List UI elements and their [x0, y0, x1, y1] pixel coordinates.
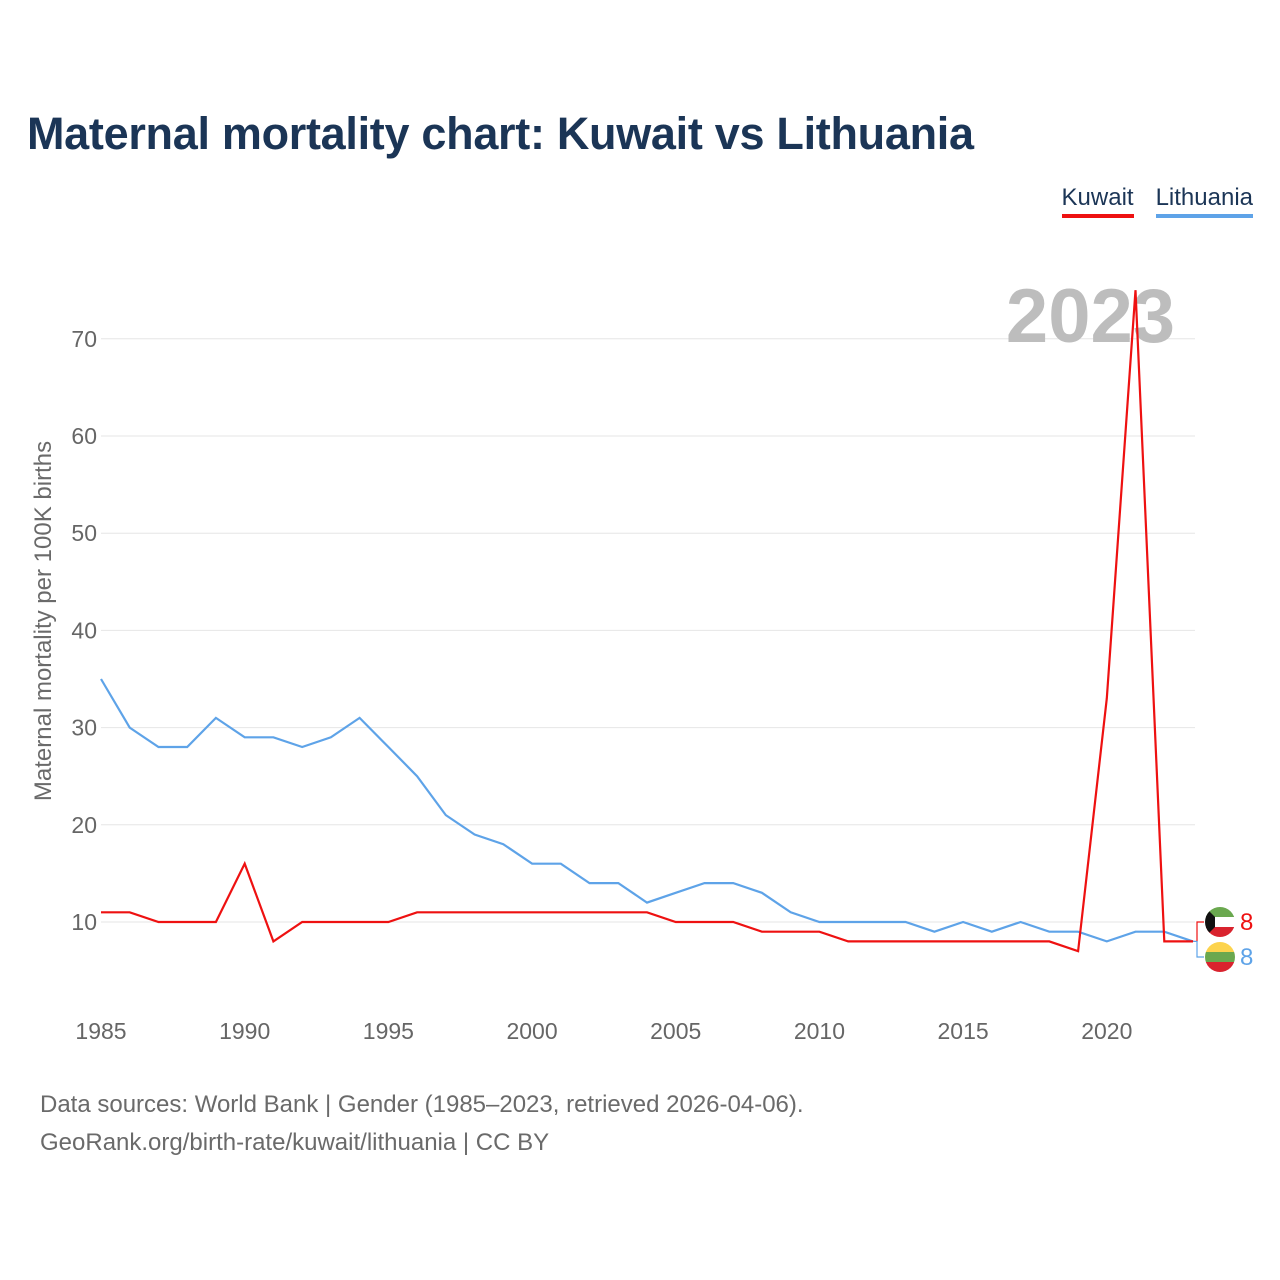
kuwait-flag-icon [1205, 907, 1235, 937]
x-tick-label: 2000 [506, 1018, 557, 1044]
y-tick-label: 70 [71, 326, 97, 352]
x-tick-label: 1995 [363, 1018, 414, 1044]
end-connector-kuwait [1193, 921, 1204, 943]
legend: Kuwait Lithuania [1061, 184, 1253, 218]
y-tick-label: 10 [71, 909, 97, 935]
x-tick-label: 2015 [938, 1018, 989, 1044]
end-connector-lithuania [1193, 940, 1204, 958]
grid-lines [101, 338, 1195, 923]
legend-item-kuwait[interactable]: Kuwait [1061, 184, 1134, 218]
y-axis-ticks: 10 20 30 40 50 60 70 [71, 326, 97, 935]
series-line-lithuania[interactable] [100, 678, 1194, 943]
data-source-note: Data sources: World Bank | Gender (1985–… [40, 1091, 804, 1118]
y-axis-label: Maternal mortality per 100K births [30, 441, 57, 801]
lithuania-flag-icon [1205, 942, 1235, 972]
y-tick-label: 30 [71, 715, 97, 741]
y-tick-label: 50 [71, 520, 97, 546]
attribution-link[interactable]: GeoRank.org/birth-rate/kuwait/lithuania … [40, 1129, 550, 1156]
x-tick-label: 2010 [794, 1018, 845, 1044]
legend-item-lithuania[interactable]: Lithuania [1155, 184, 1253, 218]
series-line-kuwait[interactable] [101, 290, 1193, 953]
y-tick-label: 20 [71, 812, 97, 838]
current-year-label: 2023 [1006, 274, 1175, 359]
end-markers: 88 [1193, 907, 1253, 972]
x-tick-label: 1990 [219, 1018, 270, 1044]
x-tick-label: 1985 [75, 1018, 126, 1044]
y-tick-label: 60 [71, 423, 97, 449]
end-value-label-lithuania: 8 [1240, 944, 1253, 971]
x-axis-ticks: 1985 1990 1995 2000 2005 2010 2015 2020 [75, 1018, 1132, 1044]
y-tick-label: 40 [71, 617, 97, 643]
series-lines [100, 290, 1194, 953]
footer: Data sources: World Bank | Gender (1985–… [40, 1086, 804, 1162]
page-title: Maternal mortality chart: Kuwait vs Lith… [27, 108, 974, 159]
end-value-label-kuwait: 8 [1240, 909, 1253, 936]
x-tick-label: 2005 [650, 1018, 701, 1044]
x-tick-label: 2020 [1081, 1018, 1132, 1044]
